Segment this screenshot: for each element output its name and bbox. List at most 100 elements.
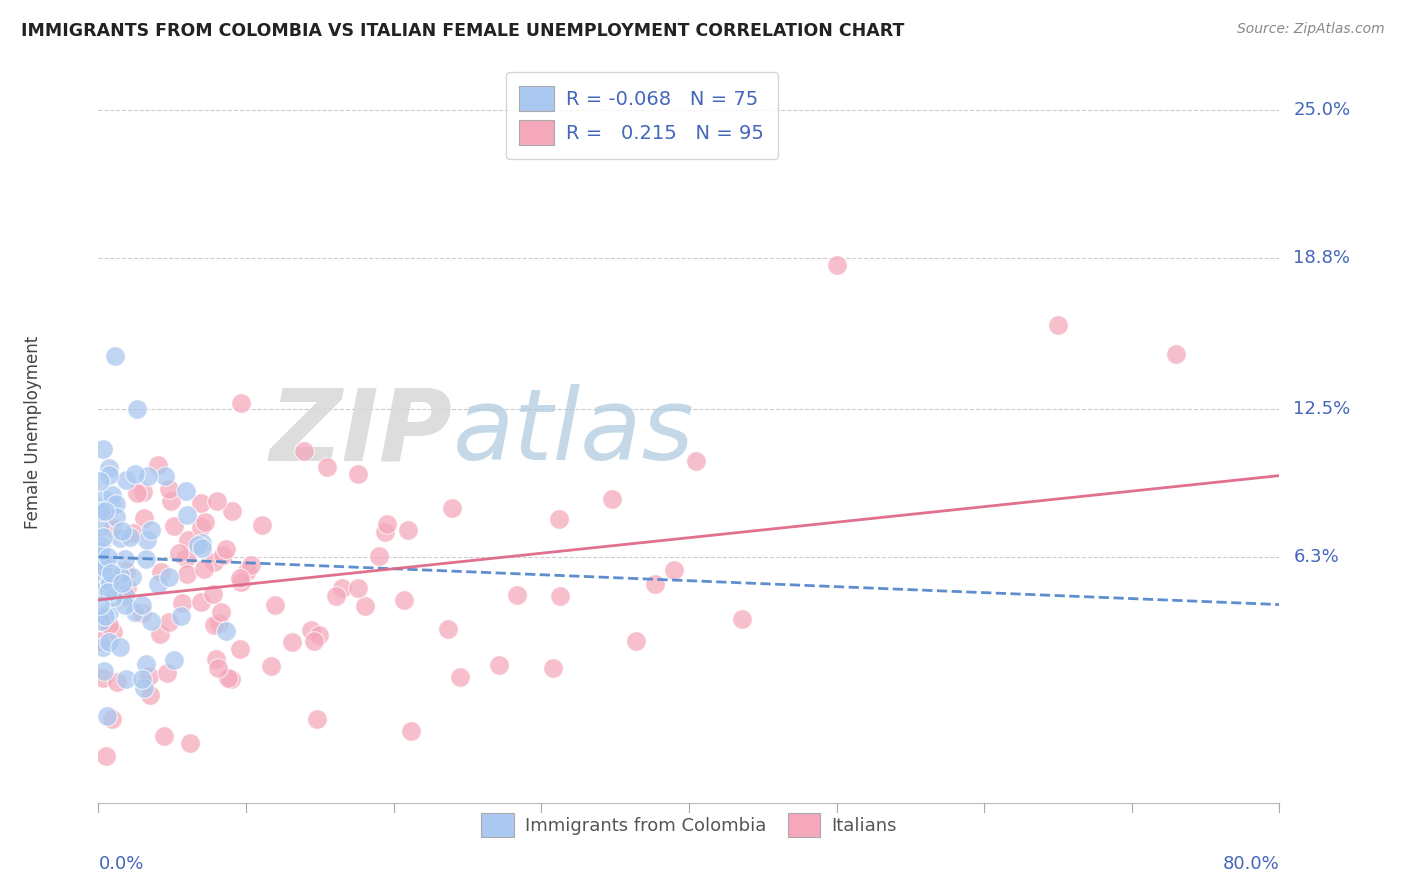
Point xyxy=(325,590,347,604)
Legend: Immigrants from Colombia, Italians: Immigrants from Colombia, Italians xyxy=(472,805,905,846)
Text: atlas: atlas xyxy=(453,384,695,481)
Point xyxy=(156,666,179,681)
Point xyxy=(547,512,569,526)
Point xyxy=(91,671,114,685)
Point xyxy=(163,653,186,667)
Point xyxy=(221,504,243,518)
Point xyxy=(115,672,138,686)
Point xyxy=(202,555,225,569)
Point xyxy=(179,736,201,750)
Point xyxy=(131,606,153,620)
Point xyxy=(132,485,155,500)
Point xyxy=(624,634,647,648)
Point xyxy=(201,587,224,601)
Point xyxy=(174,484,197,499)
Point xyxy=(263,598,285,612)
Point xyxy=(114,590,136,604)
Point xyxy=(93,575,115,590)
Point xyxy=(114,588,136,602)
Point xyxy=(108,568,131,582)
Point xyxy=(101,625,124,640)
Text: 18.8%: 18.8% xyxy=(1294,249,1350,268)
Point xyxy=(205,494,228,508)
Point xyxy=(548,589,571,603)
Point xyxy=(191,536,214,550)
Point xyxy=(177,533,200,547)
Point xyxy=(89,543,111,558)
Point xyxy=(103,521,125,535)
Point xyxy=(89,474,111,488)
Point xyxy=(131,673,153,687)
Point xyxy=(115,581,138,595)
Point xyxy=(91,566,114,580)
Point xyxy=(450,670,472,684)
Point xyxy=(167,546,190,560)
Point xyxy=(97,584,120,599)
Point xyxy=(212,548,235,562)
Point xyxy=(208,615,231,630)
Point xyxy=(97,635,120,649)
Point xyxy=(114,474,136,488)
Point xyxy=(93,640,115,654)
Point xyxy=(120,531,142,545)
Point xyxy=(250,517,273,532)
Point xyxy=(170,609,193,624)
Point xyxy=(229,571,252,585)
Point xyxy=(104,349,127,363)
Point xyxy=(229,642,252,657)
Point xyxy=(190,595,212,609)
Point xyxy=(100,712,122,726)
Point xyxy=(221,672,243,686)
Point xyxy=(105,674,128,689)
Point xyxy=(825,259,848,273)
Point xyxy=(346,581,368,595)
Point xyxy=(305,712,328,726)
Point xyxy=(541,660,564,674)
Point xyxy=(436,622,458,636)
Point xyxy=(100,566,122,580)
Point xyxy=(644,576,666,591)
Point xyxy=(114,552,136,566)
Point xyxy=(124,467,146,482)
Point xyxy=(89,560,111,574)
Point xyxy=(97,549,120,564)
Point xyxy=(89,500,111,514)
Text: Female Unemployment: Female Unemployment xyxy=(24,336,42,529)
Point xyxy=(90,504,112,518)
Point xyxy=(98,576,121,591)
Point xyxy=(93,560,115,574)
Point xyxy=(236,564,259,578)
Point xyxy=(330,582,353,596)
Point xyxy=(115,565,138,579)
Point xyxy=(98,468,121,483)
Point xyxy=(124,605,146,619)
Point xyxy=(176,508,198,523)
Point xyxy=(93,442,115,457)
Point xyxy=(139,689,162,703)
Point xyxy=(240,558,263,573)
Point xyxy=(89,506,111,520)
Point xyxy=(207,661,229,675)
Text: 80.0%: 80.0% xyxy=(1223,855,1279,873)
Point xyxy=(1166,347,1188,361)
Point xyxy=(202,618,225,632)
Point xyxy=(229,396,252,410)
Point xyxy=(136,533,159,547)
Point xyxy=(1046,318,1070,333)
Point xyxy=(135,657,157,672)
Point xyxy=(194,515,217,529)
Point xyxy=(134,510,156,524)
Point xyxy=(132,681,155,695)
Point xyxy=(91,554,114,568)
Text: 25.0%: 25.0% xyxy=(1294,101,1351,120)
Point xyxy=(170,596,193,610)
Point xyxy=(146,576,169,591)
Point xyxy=(299,623,322,637)
Point xyxy=(105,497,128,511)
Text: 12.5%: 12.5% xyxy=(1294,400,1351,417)
Point xyxy=(217,671,239,685)
Text: IMMIGRANTS FROM COLOMBIA VS ITALIAN FEMALE UNEMPLOYMENT CORRELATION CHART: IMMIGRANTS FROM COLOMBIA VS ITALIAN FEMA… xyxy=(21,22,904,40)
Point xyxy=(730,612,752,626)
Point xyxy=(260,659,283,673)
Point xyxy=(148,458,170,473)
